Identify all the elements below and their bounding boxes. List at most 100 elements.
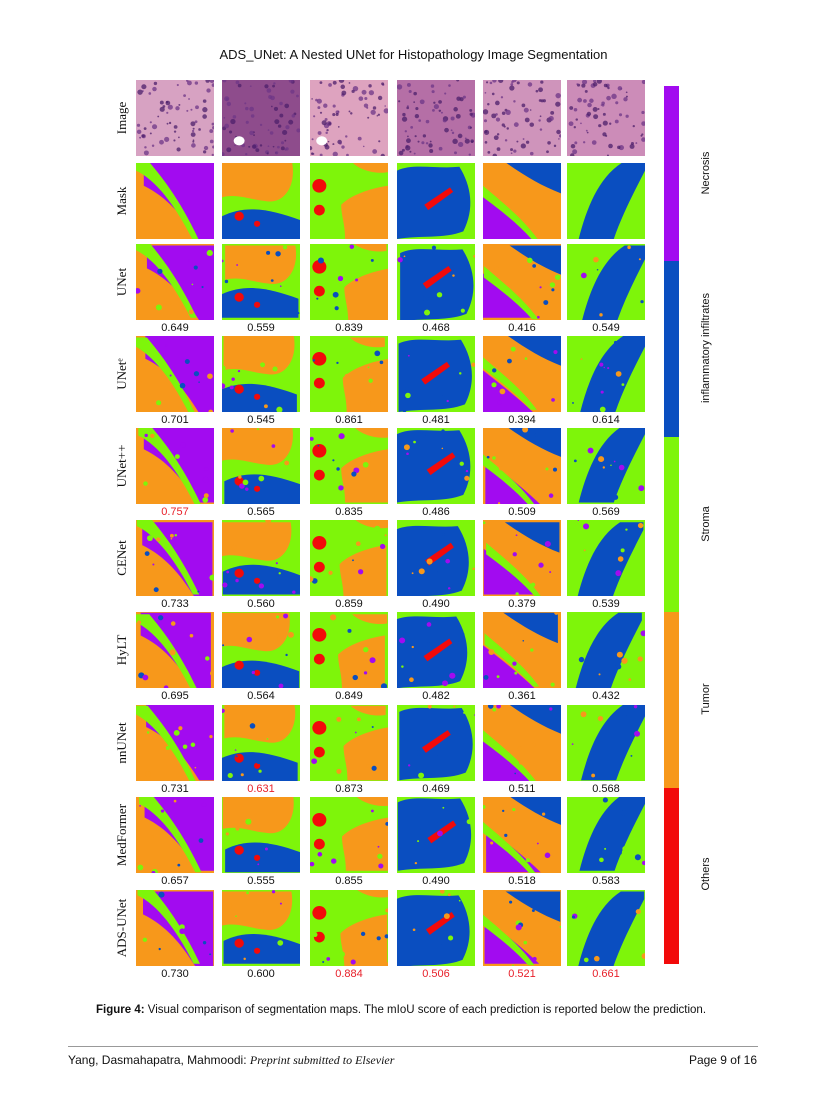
row-label: ADS-UNet xyxy=(114,898,129,958)
miou-score: 0.564 xyxy=(247,690,275,702)
miou-score: 0.394 xyxy=(508,414,536,426)
miou-score: 0.733 xyxy=(161,598,189,610)
footer-author-names: Yang, Dasmahapatra, Mahmoodi: xyxy=(68,1053,250,1067)
prediction-map xyxy=(567,705,645,781)
miou-score: 0.545 xyxy=(247,414,275,426)
miou-score: 0.486 xyxy=(422,506,450,518)
miou-score: 0.506 xyxy=(422,968,450,980)
colorbar-segment xyxy=(664,787,679,964)
miou-score: 0.730 xyxy=(161,968,189,980)
colorbar-segment xyxy=(664,612,679,789)
colorbar-segment xyxy=(664,86,679,262)
histology-image xyxy=(397,80,475,156)
row-label: CENet xyxy=(114,540,129,576)
row-label: HyLT xyxy=(114,634,129,666)
row-label: nnUNet xyxy=(114,722,129,764)
prediction-map xyxy=(483,244,561,320)
miou-score: 0.490 xyxy=(422,598,450,610)
miou-score: 0.481 xyxy=(422,414,450,426)
row-label: Image xyxy=(114,101,129,135)
prediction-map xyxy=(222,428,300,504)
legend-label: Necrosis xyxy=(700,151,712,195)
footer-authors: Yang, Dasmahapatra, Mahmoodi: Preprint s… xyxy=(68,1053,394,1068)
prediction-map xyxy=(567,336,645,412)
legend-label: Stroma xyxy=(700,505,712,542)
colorbar-segment xyxy=(664,261,679,438)
footer-page-number: Page 9 of 16 xyxy=(688,1053,757,1067)
miou-score: 0.568 xyxy=(592,783,620,795)
miou-score: 0.631 xyxy=(247,783,275,795)
row-label: MedFormer xyxy=(114,803,129,867)
colorbar xyxy=(664,86,679,964)
prediction-map xyxy=(222,797,300,873)
prediction-map xyxy=(567,890,645,966)
miou-score: 0.657 xyxy=(161,875,189,887)
prediction-map xyxy=(567,428,645,504)
miou-score: 0.521 xyxy=(508,968,536,980)
prediction-map xyxy=(136,520,214,596)
miou-score: 0.468 xyxy=(422,322,450,334)
histology-image xyxy=(483,80,561,156)
prediction-map xyxy=(136,890,214,966)
histology-image xyxy=(567,80,645,156)
miou-score: 0.559 xyxy=(247,322,275,334)
prediction-map xyxy=(136,428,214,504)
miou-score: 0.661 xyxy=(592,968,620,980)
miou-score: 0.490 xyxy=(422,875,450,887)
prediction-map xyxy=(567,612,645,688)
prediction-map xyxy=(222,612,300,688)
prediction-map xyxy=(222,520,300,596)
miou-score: 0.565 xyxy=(247,506,275,518)
prediction-map xyxy=(483,336,561,412)
prediction-map xyxy=(136,336,214,412)
miou-score: 0.509 xyxy=(508,506,536,518)
prediction-map xyxy=(483,797,561,873)
prediction-map xyxy=(397,336,475,412)
prediction-map xyxy=(483,612,561,688)
prediction-map xyxy=(136,612,214,688)
row-label: Mask xyxy=(114,186,129,216)
ground-truth-mask xyxy=(136,163,214,239)
prediction-map xyxy=(310,705,388,781)
prediction-map xyxy=(397,705,475,781)
page-title: ADS_UNet: A Nested UNet for Histopatholo… xyxy=(219,47,608,62)
miou-score: 0.695 xyxy=(161,690,189,702)
miou-score: 0.560 xyxy=(247,598,275,610)
legend-label: inflammatory infiltrates xyxy=(700,293,712,404)
footer-venue: Preprint submitted to Elsevier xyxy=(249,1053,395,1067)
prediction-map xyxy=(397,244,475,320)
miou-score: 0.555 xyxy=(247,875,275,887)
miou-score: 0.482 xyxy=(422,690,450,702)
prediction-map xyxy=(397,797,475,873)
miou-score: 0.861 xyxy=(335,414,363,426)
footer-divider xyxy=(68,1046,758,1047)
histology-image xyxy=(222,80,300,156)
prediction-map xyxy=(222,336,300,412)
histology-image xyxy=(310,80,388,156)
miou-score: 0.835 xyxy=(335,506,363,518)
miou-score: 0.379 xyxy=(508,598,536,610)
prediction-map xyxy=(310,520,388,596)
row-label: UNet xyxy=(114,267,129,297)
prediction-map xyxy=(483,890,561,966)
prediction-map xyxy=(310,890,388,966)
prediction-map xyxy=(483,520,561,596)
miou-score: 0.511 xyxy=(508,783,536,795)
prediction-map xyxy=(397,612,475,688)
row-label: UNet++ xyxy=(114,444,129,488)
prediction-map xyxy=(310,244,388,320)
miou-score: 0.701 xyxy=(161,414,189,426)
miou-score: 0.549 xyxy=(592,322,620,334)
miou-score: 0.432 xyxy=(592,690,620,702)
caption-text: Visual comparison of segmentation maps. … xyxy=(144,1004,707,1016)
ground-truth-mask xyxy=(397,163,475,239)
ground-truth-mask xyxy=(567,163,645,239)
miou-score: 0.849 xyxy=(335,690,363,702)
row-label: UNetᵉ xyxy=(114,358,129,390)
prediction-map xyxy=(136,797,214,873)
miou-score: 0.361 xyxy=(508,690,536,702)
miou-score: 0.884 xyxy=(335,968,363,980)
miou-score: 0.614 xyxy=(592,414,620,426)
miou-score: 0.569 xyxy=(592,506,620,518)
miou-score: 0.539 xyxy=(592,598,620,610)
